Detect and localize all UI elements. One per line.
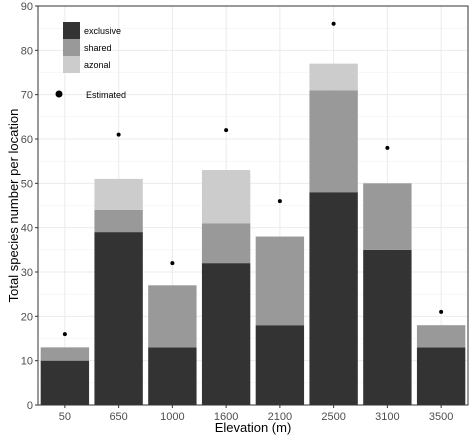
estimated-point-1600 <box>224 128 229 133</box>
bars <box>40 63 466 405</box>
y-tick-label: 60 <box>21 134 33 146</box>
bar-shared-3100 <box>363 183 412 250</box>
legend-label-azonal: azonal <box>84 60 111 70</box>
bar-azonal-650 <box>94 178 143 210</box>
estimated-point-3100 <box>385 145 390 150</box>
estimated-points <box>62 21 444 337</box>
bar-shared-2100 <box>255 236 305 326</box>
bar-shared-1600 <box>201 223 251 264</box>
x-tick-label: 1000 <box>160 411 184 423</box>
estimated-point-1000 <box>170 261 175 266</box>
bar-azonal-1600 <box>201 170 251 224</box>
x-tick-label: 2100 <box>268 411 292 423</box>
y-tick-label: 50 <box>21 178 33 190</box>
x-tick-label: 3100 <box>375 411 399 423</box>
estimated-point-50 <box>62 332 67 337</box>
bar-shared-2500 <box>309 90 358 193</box>
legend-label-estimated: Estimated <box>86 90 126 100</box>
bar-exclusive-2500 <box>309 192 358 405</box>
legend-key-azonal <box>63 56 80 73</box>
y-tick-label: 40 <box>21 223 33 235</box>
legend-key-shared <box>63 39 80 56</box>
x-axis-ticks: 50 650 1000 1600 2100 2500 3100 3500 <box>59 405 453 423</box>
bar-exclusive-2100 <box>255 325 305 405</box>
y-tick-label: 0 <box>27 400 33 412</box>
legend-key-exclusive <box>63 22 80 39</box>
bar-azonal-2500 <box>309 63 358 91</box>
y-tick-label: 80 <box>21 45 33 57</box>
bar-shared-3500 <box>416 325 466 348</box>
bar-exclusive-650 <box>94 232 143 405</box>
legend-label-exclusive: exclusive <box>84 26 121 36</box>
bar-exclusive-1000 <box>148 347 197 405</box>
y-axis-ticks: 0 10 20 30 40 50 60 70 80 90 <box>21 1 38 412</box>
estimated-point-2500 <box>331 21 336 26</box>
bar-shared-650 <box>94 209 143 233</box>
estimated-point-3500 <box>439 309 444 314</box>
x-tick-label: 50 <box>59 411 71 423</box>
y-tick-label: 70 <box>21 90 33 102</box>
estimated-point-650 <box>116 132 121 137</box>
y-tick-label: 20 <box>21 311 33 323</box>
x-tick-label: 2500 <box>321 411 345 423</box>
y-axis-title: Total species number per location <box>6 109 21 303</box>
bar-exclusive-3500 <box>416 347 466 405</box>
y-tick-label: 30 <box>21 267 33 279</box>
y-tick-label: 10 <box>21 356 33 368</box>
bar-exclusive-50 <box>40 360 90 405</box>
bar-exclusive-3100 <box>363 249 412 405</box>
plot-panel-border <box>37 5 469 406</box>
legend-label-shared: shared <box>84 43 112 53</box>
x-tick-label: 3500 <box>429 411 453 423</box>
legend: exclusive shared azonal Estimated <box>55 22 126 100</box>
x-tick-label: 1600 <box>214 411 238 423</box>
x-tick-label: 650 <box>109 411 127 423</box>
bar-shared-50 <box>40 347 90 361</box>
y-tick-label: 90 <box>21 1 33 13</box>
bar-shared-1000 <box>148 285 197 348</box>
estimated-point-2100 <box>277 199 282 204</box>
legend-key-estimated <box>55 90 63 98</box>
x-axis-title: Elevation (m) <box>215 420 292 435</box>
bar-exclusive-1600 <box>201 263 251 405</box>
